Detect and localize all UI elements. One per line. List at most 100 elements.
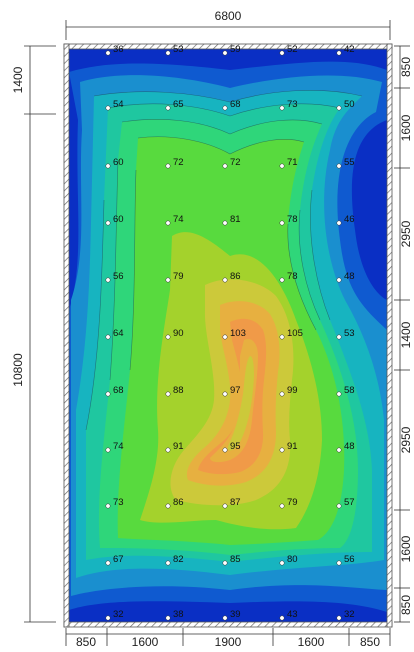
measurement-value: 46	[344, 214, 355, 225]
measurement-value: 60	[113, 157, 124, 168]
measurement-dot	[105, 50, 111, 56]
measurement-dot	[279, 50, 285, 56]
measurement-dot	[105, 334, 111, 340]
measurement-value: 56	[344, 554, 355, 565]
measurement-value: 90	[173, 328, 184, 339]
measurement-value: 32	[113, 609, 124, 620]
measurement-dot	[165, 105, 171, 111]
measurement-value: 95	[230, 441, 241, 452]
dim-right-6: 1600	[399, 535, 413, 562]
measurement-dot	[165, 615, 171, 621]
dimension-lines	[24, 20, 410, 646]
measurement-dot	[165, 277, 171, 283]
measurement-dot	[222, 615, 228, 621]
measurement-dot	[222, 50, 228, 56]
measurement-dot	[222, 277, 228, 283]
measurement-value: 50	[344, 99, 355, 110]
measurement-value: 56	[113, 271, 124, 282]
measurement-dot	[279, 447, 285, 453]
measurement-dot	[336, 334, 342, 340]
measurement-value: 48	[344, 441, 355, 452]
measurement-dot	[165, 163, 171, 169]
measurement-dot	[105, 560, 111, 566]
measurement-dot	[105, 220, 111, 226]
measurement-value: 68	[113, 385, 124, 396]
measurement-value: 73	[287, 99, 298, 110]
measurement-value: 67	[113, 554, 124, 565]
measurement-dot	[279, 105, 285, 111]
measurement-value: 72	[173, 157, 184, 168]
measurement-dot	[105, 615, 111, 621]
measurement-value: 32	[344, 609, 355, 620]
measurement-dot	[336, 277, 342, 283]
measurement-value: 79	[287, 497, 298, 508]
measurement-value: 86	[173, 497, 184, 508]
measurement-value: 103	[230, 328, 246, 339]
measurement-value: 54	[113, 99, 124, 110]
measurement-value: 65	[173, 99, 184, 110]
measurement-dot	[105, 163, 111, 169]
measurement-dot	[222, 391, 228, 397]
measurement-dot	[336, 503, 342, 509]
measurement-dot	[336, 163, 342, 169]
measurement-dot	[105, 105, 111, 111]
measurement-value: 58	[344, 385, 355, 396]
measurement-dot	[279, 391, 285, 397]
measurement-dot	[279, 334, 285, 340]
measurement-value: 55	[344, 157, 355, 168]
measurement-value: 74	[113, 441, 124, 452]
measurement-dot	[222, 105, 228, 111]
measurement-value: 64	[113, 328, 124, 339]
measurement-dot	[336, 560, 342, 566]
dim-bottom-4: 1600	[298, 635, 325, 649]
measurement-dot	[336, 447, 342, 453]
dim-right-4: 1400	[399, 321, 413, 348]
measurement-dot	[222, 163, 228, 169]
measurement-value: 82	[173, 554, 184, 565]
dim-right-2: 1600	[399, 114, 413, 141]
measurement-value: 60	[113, 214, 124, 225]
measurement-dot	[336, 615, 342, 621]
measurement-dot	[165, 220, 171, 226]
measurement-value: 71	[287, 157, 298, 168]
measurement-dot	[165, 391, 171, 397]
measurement-dot	[222, 334, 228, 340]
measurement-dot	[165, 50, 171, 56]
measurement-value: 43	[287, 609, 298, 620]
measurement-dot	[165, 334, 171, 340]
measurement-value: 88	[173, 385, 184, 396]
dim-right-7: 850	[399, 595, 413, 615]
measurement-value: 81	[230, 214, 241, 225]
measurement-value: 85	[230, 554, 241, 565]
measurement-dot	[165, 447, 171, 453]
measurement-dot	[336, 50, 342, 56]
measurement-points: 36 53 59 52 42 54 65 68 73 50 60 72 72 71 55 60 74 81 78 46…	[105, 44, 355, 621]
dim-right-3: 2950	[399, 220, 413, 247]
measurement-dot	[336, 105, 342, 111]
dim-bottom-3: 1900	[215, 635, 242, 649]
measurement-dot	[222, 220, 228, 226]
measurement-value: 105	[287, 328, 303, 339]
measurement-dot	[105, 447, 111, 453]
measurement-value: 57	[344, 497, 355, 508]
measurement-dot	[105, 391, 111, 397]
measurement-value: 53	[344, 328, 355, 339]
measurement-dot	[222, 503, 228, 509]
measurement-value: 78	[287, 271, 298, 282]
measurement-value: 59	[230, 44, 241, 55]
measurement-dot	[222, 447, 228, 453]
measurement-value: 38	[173, 609, 184, 620]
dim-bottom-2: 1600	[132, 635, 159, 649]
measurement-value: 68	[230, 99, 241, 110]
dim-bottom-5: 850	[360, 635, 380, 649]
contour-field	[69, 49, 387, 622]
dim-top-total: 6800	[215, 9, 242, 23]
measurement-value: 99	[287, 385, 298, 396]
measurement-value: 91	[173, 441, 184, 452]
dim-right-5: 2950	[399, 426, 413, 453]
measurement-dot	[279, 503, 285, 509]
measurement-dot	[165, 503, 171, 509]
measurement-value: 97	[230, 385, 241, 396]
dim-bottom-1: 850	[76, 635, 96, 649]
dim-left-total: 10800	[11, 353, 25, 387]
